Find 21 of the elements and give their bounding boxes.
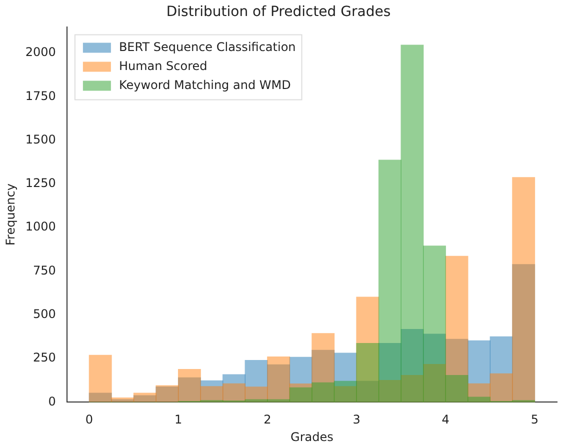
x-axis-title: Grades xyxy=(290,430,334,444)
x-tick-label: 1 xyxy=(174,412,182,427)
y-tick-label: 1750 xyxy=(25,88,56,103)
legend-label: Human Scored xyxy=(118,58,208,73)
y-tick-label: 750 xyxy=(33,263,56,278)
y-tick-label: 1500 xyxy=(25,132,56,146)
x-tick-label: 2 xyxy=(264,412,272,427)
y-tick-label: 500 xyxy=(33,307,56,322)
chart-title: Distribution of Predicted Grades xyxy=(166,4,391,20)
x-tick-label: 0 xyxy=(85,412,94,427)
legend-label: BERT Sequence Classification xyxy=(118,40,296,54)
x-tick-label: 4 xyxy=(442,412,450,427)
y-tick-label: 1000 xyxy=(25,220,56,234)
y-tick-label: 250 xyxy=(33,350,56,365)
x-tick-label: 3 xyxy=(352,412,360,427)
y-tick-label: 1250 xyxy=(25,176,56,190)
y-tick-label: 0 xyxy=(48,394,56,408)
x-tick-label: 5 xyxy=(530,412,539,427)
y-axis-title: Frequency xyxy=(3,184,18,246)
legend-label: Keyword Matching and WMD xyxy=(118,78,291,92)
y-tick-label: 2000 xyxy=(25,45,56,60)
